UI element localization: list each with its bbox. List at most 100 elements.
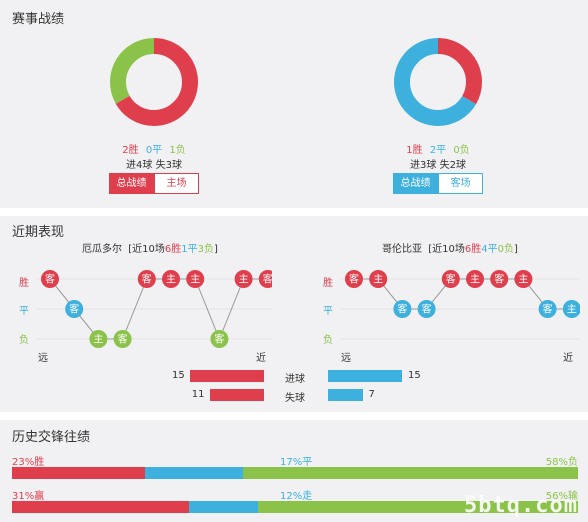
left-label-loss: 负 xyxy=(19,335,29,346)
right-game-dot xyxy=(393,300,412,318)
separator xyxy=(0,412,588,420)
h2h-draw-segment xyxy=(144,467,243,479)
left-game-venue: 客 xyxy=(142,273,152,286)
left-game-venue: 客 xyxy=(118,333,128,346)
right-game-dot xyxy=(369,270,388,288)
right-game-marker: 主 xyxy=(369,270,388,288)
right-form-chart: 客主客 客客主客主客主 xyxy=(340,270,580,340)
left-form-line xyxy=(49,278,268,341)
right-loss-count: 0负 xyxy=(453,145,470,156)
left-game-venue: 主 xyxy=(190,274,200,286)
right-team-header: 哥伦比亚 [近10场6胜4平0负] xyxy=(382,240,518,255)
h2h-handicap-bar xyxy=(12,501,578,513)
h2h-draw-pct: 17%平 xyxy=(280,457,313,468)
left-game-dot xyxy=(89,330,108,348)
left-game-dot xyxy=(41,270,59,288)
recent-section: 近期表现 厄瓜多尔 [近10场6胜1平3负] 哥伦比亚 [近10场6胜4平0负]… xyxy=(0,216,588,412)
conceded-label: 失球 xyxy=(285,393,305,404)
right-summary-wins: 6胜 xyxy=(464,244,482,255)
left-game-venue: 客 xyxy=(45,273,55,286)
left-loss-count: 1负 xyxy=(169,145,186,156)
left-game-dot xyxy=(65,300,84,318)
right-tab-overall[interactable]: 总战绩 xyxy=(393,173,438,194)
scored-label: 进球 xyxy=(285,374,305,385)
left-draw-count: 0平 xyxy=(145,145,163,156)
left-tab-home[interactable]: 主场 xyxy=(154,173,199,194)
right-game-venue: 主 xyxy=(470,274,480,286)
record-section: 赛事战绩 2胜 0平 1负 进4球 失3球 总战绩 主场 1胜 2平 0负 进3… xyxy=(0,0,588,208)
left-game-venue: 主 xyxy=(239,274,249,286)
right-record-summary: 1胜 2平 0负 xyxy=(348,141,528,156)
right-game-venue: 客 xyxy=(494,273,504,286)
right-win-count: 1胜 xyxy=(406,145,423,156)
left-summary-prefix: [近10场 xyxy=(128,244,165,255)
h2h-loss-pct: 58%负 xyxy=(545,457,578,468)
right-summary-draws: 4平 xyxy=(481,244,498,255)
left-game-marker: 客 xyxy=(137,270,156,288)
right-conceded-bar xyxy=(328,389,363,401)
right-tab-away[interactable]: 客场 xyxy=(438,173,483,194)
watermark-logo: 5btq.com xyxy=(464,493,578,518)
right-game-venue: 客 xyxy=(397,303,407,316)
right-game-marker: 主 xyxy=(466,270,484,288)
right-game-dot xyxy=(490,270,509,288)
right-game-marker: 客 xyxy=(490,270,509,288)
h2h-lose-segment xyxy=(257,501,578,513)
left-tab-overall[interactable]: 总战绩 xyxy=(109,173,154,194)
left-record-summary: 2胜 0平 1负 xyxy=(64,141,244,156)
right-game-venue: 主 xyxy=(373,274,383,286)
right-game-dot xyxy=(345,270,363,288)
right-summary-losses: 0负 xyxy=(497,244,514,255)
right-goals-summary: 进3球 失2球 xyxy=(410,160,466,171)
left-game-marker: 客 xyxy=(210,330,229,348)
left-game-marker: 主 xyxy=(89,330,108,348)
right-game-marker: 客 xyxy=(345,270,363,288)
left-game-marker: 主 xyxy=(162,270,180,288)
left-game-dot xyxy=(137,270,156,288)
right-game-marker: 客 xyxy=(393,300,412,318)
right-game-dot xyxy=(514,270,533,288)
h2h-push-segment xyxy=(189,501,258,513)
left-form-chart: 客客主 客客主主客主客 xyxy=(36,270,272,348)
left-game-venue: 主 xyxy=(93,334,103,346)
left-record-donut xyxy=(110,38,198,126)
section-title-record: 赛事战绩 xyxy=(12,12,65,27)
right-axis-near: 近 xyxy=(563,353,573,364)
right-scored-bar xyxy=(328,370,402,382)
h2h-section: 历史交锋往绩 23%胜 17%平 58%负 31%赢 12%走 56%输 5bt… xyxy=(0,420,588,522)
h2h-cover-pct: 31%赢 xyxy=(12,491,45,502)
h2h-push-pct: 12%走 xyxy=(280,491,313,502)
right-scored-value: 15 xyxy=(408,370,421,381)
left-game-dot xyxy=(210,330,229,348)
right-game-dot xyxy=(466,270,484,288)
left-win-count: 2胜 xyxy=(122,145,139,156)
section-title-h2h: 历史交锋往绩 xyxy=(12,430,91,445)
left-game-venue: 客 xyxy=(69,303,79,316)
right-conceded-value: 7 xyxy=(368,389,375,400)
left-record-tabs: 总战绩 主场 xyxy=(109,173,199,194)
left-game-dot xyxy=(258,270,272,288)
left-scored-value: 15 xyxy=(172,370,185,381)
right-game-venue: 客 xyxy=(422,303,432,316)
right-game-dot xyxy=(538,300,557,318)
section-title-recent: 近期表现 xyxy=(12,225,65,240)
right-record-donut xyxy=(394,38,482,126)
right-label-win: 胜 xyxy=(323,278,333,289)
left-game-marker: 主 xyxy=(234,270,253,288)
left-loss-slice xyxy=(110,38,198,126)
left-goals-summary: 进4球 失3球 xyxy=(126,160,182,171)
left-team-header: 厄瓜多尔 [近10场6胜1平3负] xyxy=(82,240,218,255)
left-label-win: 胜 xyxy=(19,278,29,289)
right-label-draw: 平 xyxy=(323,306,333,317)
right-game-dot xyxy=(562,300,580,318)
left-game-dot xyxy=(186,270,205,288)
separator xyxy=(0,208,588,216)
left-summary-draws: 1平 xyxy=(181,244,198,255)
right-draw-slice xyxy=(394,38,482,126)
left-game-marker: 客 xyxy=(41,270,59,288)
left-game-venue: 主 xyxy=(166,274,176,286)
right-game-venue: 主 xyxy=(518,274,528,286)
left-game-marker: 客 xyxy=(65,300,84,318)
left-game-marker: 客 xyxy=(258,270,272,288)
left-axis-near: 近 xyxy=(256,353,266,364)
